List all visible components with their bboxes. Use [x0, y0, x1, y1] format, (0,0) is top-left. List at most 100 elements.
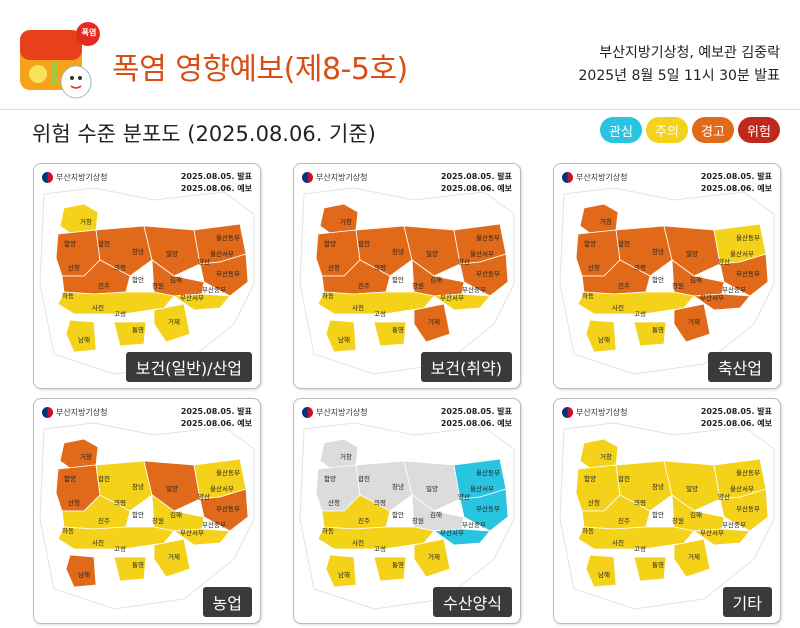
region-label: 의령 — [114, 263, 126, 272]
emblem-icon — [42, 407, 53, 418]
divider — [0, 109, 800, 110]
region-label: 함양 — [584, 239, 596, 248]
region-label: 거제 — [428, 317, 440, 326]
region-label: 남해 — [598, 570, 610, 579]
region-label: 통영 — [392, 325, 404, 334]
region-label: 부산서부 — [700, 528, 724, 537]
region-label: 함양 — [324, 239, 336, 248]
region-label: 함안 — [652, 275, 664, 284]
region-label: 밀양 — [166, 485, 178, 493]
region-zone — [172, 293, 231, 311]
region-label: 합천 — [358, 239, 370, 248]
region-label: 통영 — [132, 560, 144, 569]
region-zone — [633, 556, 667, 582]
region-label: 고성 — [374, 544, 386, 553]
region-label: 울산동부 — [736, 233, 760, 242]
region-zone — [585, 319, 617, 353]
region-label: 거제 — [168, 317, 180, 326]
region-label: 양산 — [458, 257, 470, 266]
region-label: 합천 — [618, 239, 630, 248]
map-dates: 2025.08.05. 발표 2025.08.06. 예보 — [701, 171, 772, 195]
region-label: 함안 — [132, 275, 144, 284]
region-label: 울산서부 — [470, 484, 494, 493]
region-label: 의령 — [114, 498, 126, 507]
region-zone — [113, 321, 147, 347]
region-label: 의령 — [634, 263, 646, 272]
region-label: 부산서부 — [700, 293, 724, 302]
region-label: 부산서부 — [180, 293, 204, 302]
region-label: 통영 — [652, 325, 664, 334]
subtitle: 위험 수준 분포도 (2025.08.06. 기준) — [32, 122, 376, 146]
region-label: 거제 — [688, 552, 700, 561]
region-zone — [95, 225, 153, 277]
region-label: 거창 — [80, 452, 92, 461]
map-caption: 수산양식 — [433, 587, 512, 617]
region-zone — [577, 291, 695, 315]
region-label: 사천 — [352, 538, 364, 547]
region-label: 밀양 — [426, 250, 438, 258]
region-label: 사천 — [612, 303, 624, 312]
region-zone — [663, 460, 721, 512]
region-label: 하동 — [322, 526, 334, 535]
region-zone — [65, 319, 97, 353]
region-label: 함양 — [64, 239, 76, 248]
map-card-0: 거창 함양 합천 창녕 밀양 울산동부 울산서부 산청 의령 함안 창원 양산 김해 부산동부 부산중부 부산… — [33, 163, 261, 389]
region-label: 남해 — [78, 570, 90, 579]
legend-3: 위험 — [738, 117, 780, 143]
region-label: 함안 — [392, 275, 404, 284]
org-label: 부산지방기상청 — [42, 407, 108, 418]
region-label: 통영 — [132, 325, 144, 334]
region-label: 하동 — [322, 291, 334, 300]
region-label: 부산서부 — [440, 528, 464, 537]
region-zone — [355, 460, 413, 512]
region-label: 산청 — [328, 498, 340, 507]
region-label: 진주 — [358, 516, 370, 525]
region-zone — [95, 460, 153, 512]
region-zone — [673, 538, 711, 578]
region-label: 거제 — [688, 317, 700, 326]
org-name: 부산지방기상청 — [56, 408, 108, 417]
region-label: 하동 — [62, 291, 74, 300]
region-label: 하동 — [582, 526, 594, 535]
region-label: 부산서부 — [440, 293, 464, 302]
region-label: 통영 — [392, 560, 404, 569]
issuer-info: 부산지방기상청, 예보관 김중락 2025년 8월 5일 11시 30분 발표 — [579, 42, 780, 88]
region-label: 고성 — [114, 309, 126, 318]
region-zone — [355, 225, 413, 277]
region-label: 함안 — [132, 510, 144, 519]
badge-label: 폭염 — [81, 28, 97, 37]
region-label: 의령 — [374, 263, 386, 272]
map-issued: 2025.08.05. 발표 — [180, 172, 252, 181]
region-label: 창녕 — [132, 483, 144, 491]
org-name: 부산지방기상청 — [56, 173, 108, 182]
region-label: 거창 — [600, 452, 612, 461]
emblem-icon — [302, 172, 313, 183]
region-label: 함양 — [324, 474, 336, 483]
org-label: 부산지방기상청 — [302, 407, 368, 418]
region-label: 김해 — [170, 275, 182, 284]
region-label: 산청 — [588, 263, 600, 272]
region-label: 하동 — [582, 291, 594, 300]
org-label: 부산지방기상청 — [562, 407, 628, 418]
region-label: 사천 — [612, 538, 624, 547]
region-label: 남해 — [338, 335, 350, 344]
region-zone — [633, 321, 667, 347]
region-label: 함양 — [64, 474, 76, 483]
region-label: 고성 — [374, 309, 386, 318]
region-zone — [663, 225, 721, 277]
region-label: 창녕 — [392, 248, 404, 256]
org-label: 부산지방기상청 — [562, 172, 628, 183]
region-zone — [692, 528, 751, 546]
emblem-icon — [562, 407, 573, 418]
legend: 관심 주의 경고 위험 — [600, 117, 780, 143]
region-label: 부산동부 — [476, 504, 500, 513]
region-label: 양산 — [198, 257, 210, 266]
map-valid: 2025.08.06. 예보 — [440, 184, 512, 193]
region-zone — [432, 293, 491, 311]
region-label: 울산동부 — [476, 233, 500, 242]
